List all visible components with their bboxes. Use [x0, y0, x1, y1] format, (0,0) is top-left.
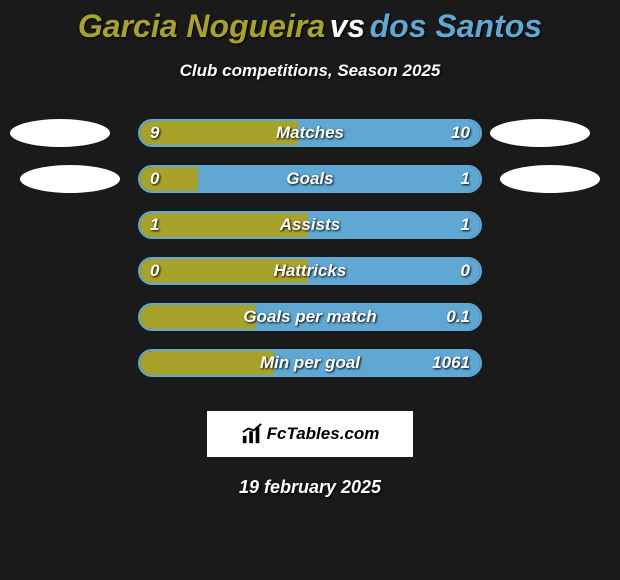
page-date: 19 february 2025: [0, 477, 620, 498]
value-right: 1: [461, 165, 470, 193]
chart-icon: [241, 423, 263, 445]
club-logo-ellipse: [10, 119, 110, 147]
stats-chart: Matches910Goals01Assists11Hattricks00Goa…: [0, 119, 620, 395]
player2-name: dos Santos: [370, 8, 542, 44]
stat-row: Min per goal1061: [0, 349, 620, 395]
value-right: 0.1: [446, 303, 470, 331]
stat-label: Assists: [138, 211, 482, 239]
comparison-title: Garcia Nogueira vs dos Santos: [0, 0, 620, 45]
value-right: 1061: [432, 349, 470, 377]
brand-box[interactable]: FcTables.com: [207, 411, 413, 457]
club-logo-ellipse: [500, 165, 600, 193]
stat-label: Goals per match: [138, 303, 482, 331]
value-left: 0: [150, 165, 159, 193]
value-left: 1: [150, 211, 159, 239]
value-left: 0: [150, 257, 159, 285]
stat-label: Matches: [138, 119, 482, 147]
stat-label: Hattricks: [138, 257, 482, 285]
value-right: 0: [461, 257, 470, 285]
value-right: 1: [461, 211, 470, 239]
value-right: 10: [451, 119, 470, 147]
subtitle: Club competitions, Season 2025: [0, 61, 620, 81]
stat-row: Assists1 1: [0, 211, 620, 257]
brand-text: FcTables.com: [267, 424, 380, 444]
vs-text: vs: [330, 8, 366, 44]
club-logo-ellipse: [20, 165, 120, 193]
stat-row: Hattricks0 0: [0, 257, 620, 303]
value-left: 9: [150, 119, 159, 147]
stat-row: Goals per match0.1: [0, 303, 620, 349]
stat-label: Goals: [138, 165, 482, 193]
stat-label: Min per goal: [138, 349, 482, 377]
club-logo-ellipse: [490, 119, 590, 147]
player1-name: Garcia Nogueira: [78, 8, 325, 44]
